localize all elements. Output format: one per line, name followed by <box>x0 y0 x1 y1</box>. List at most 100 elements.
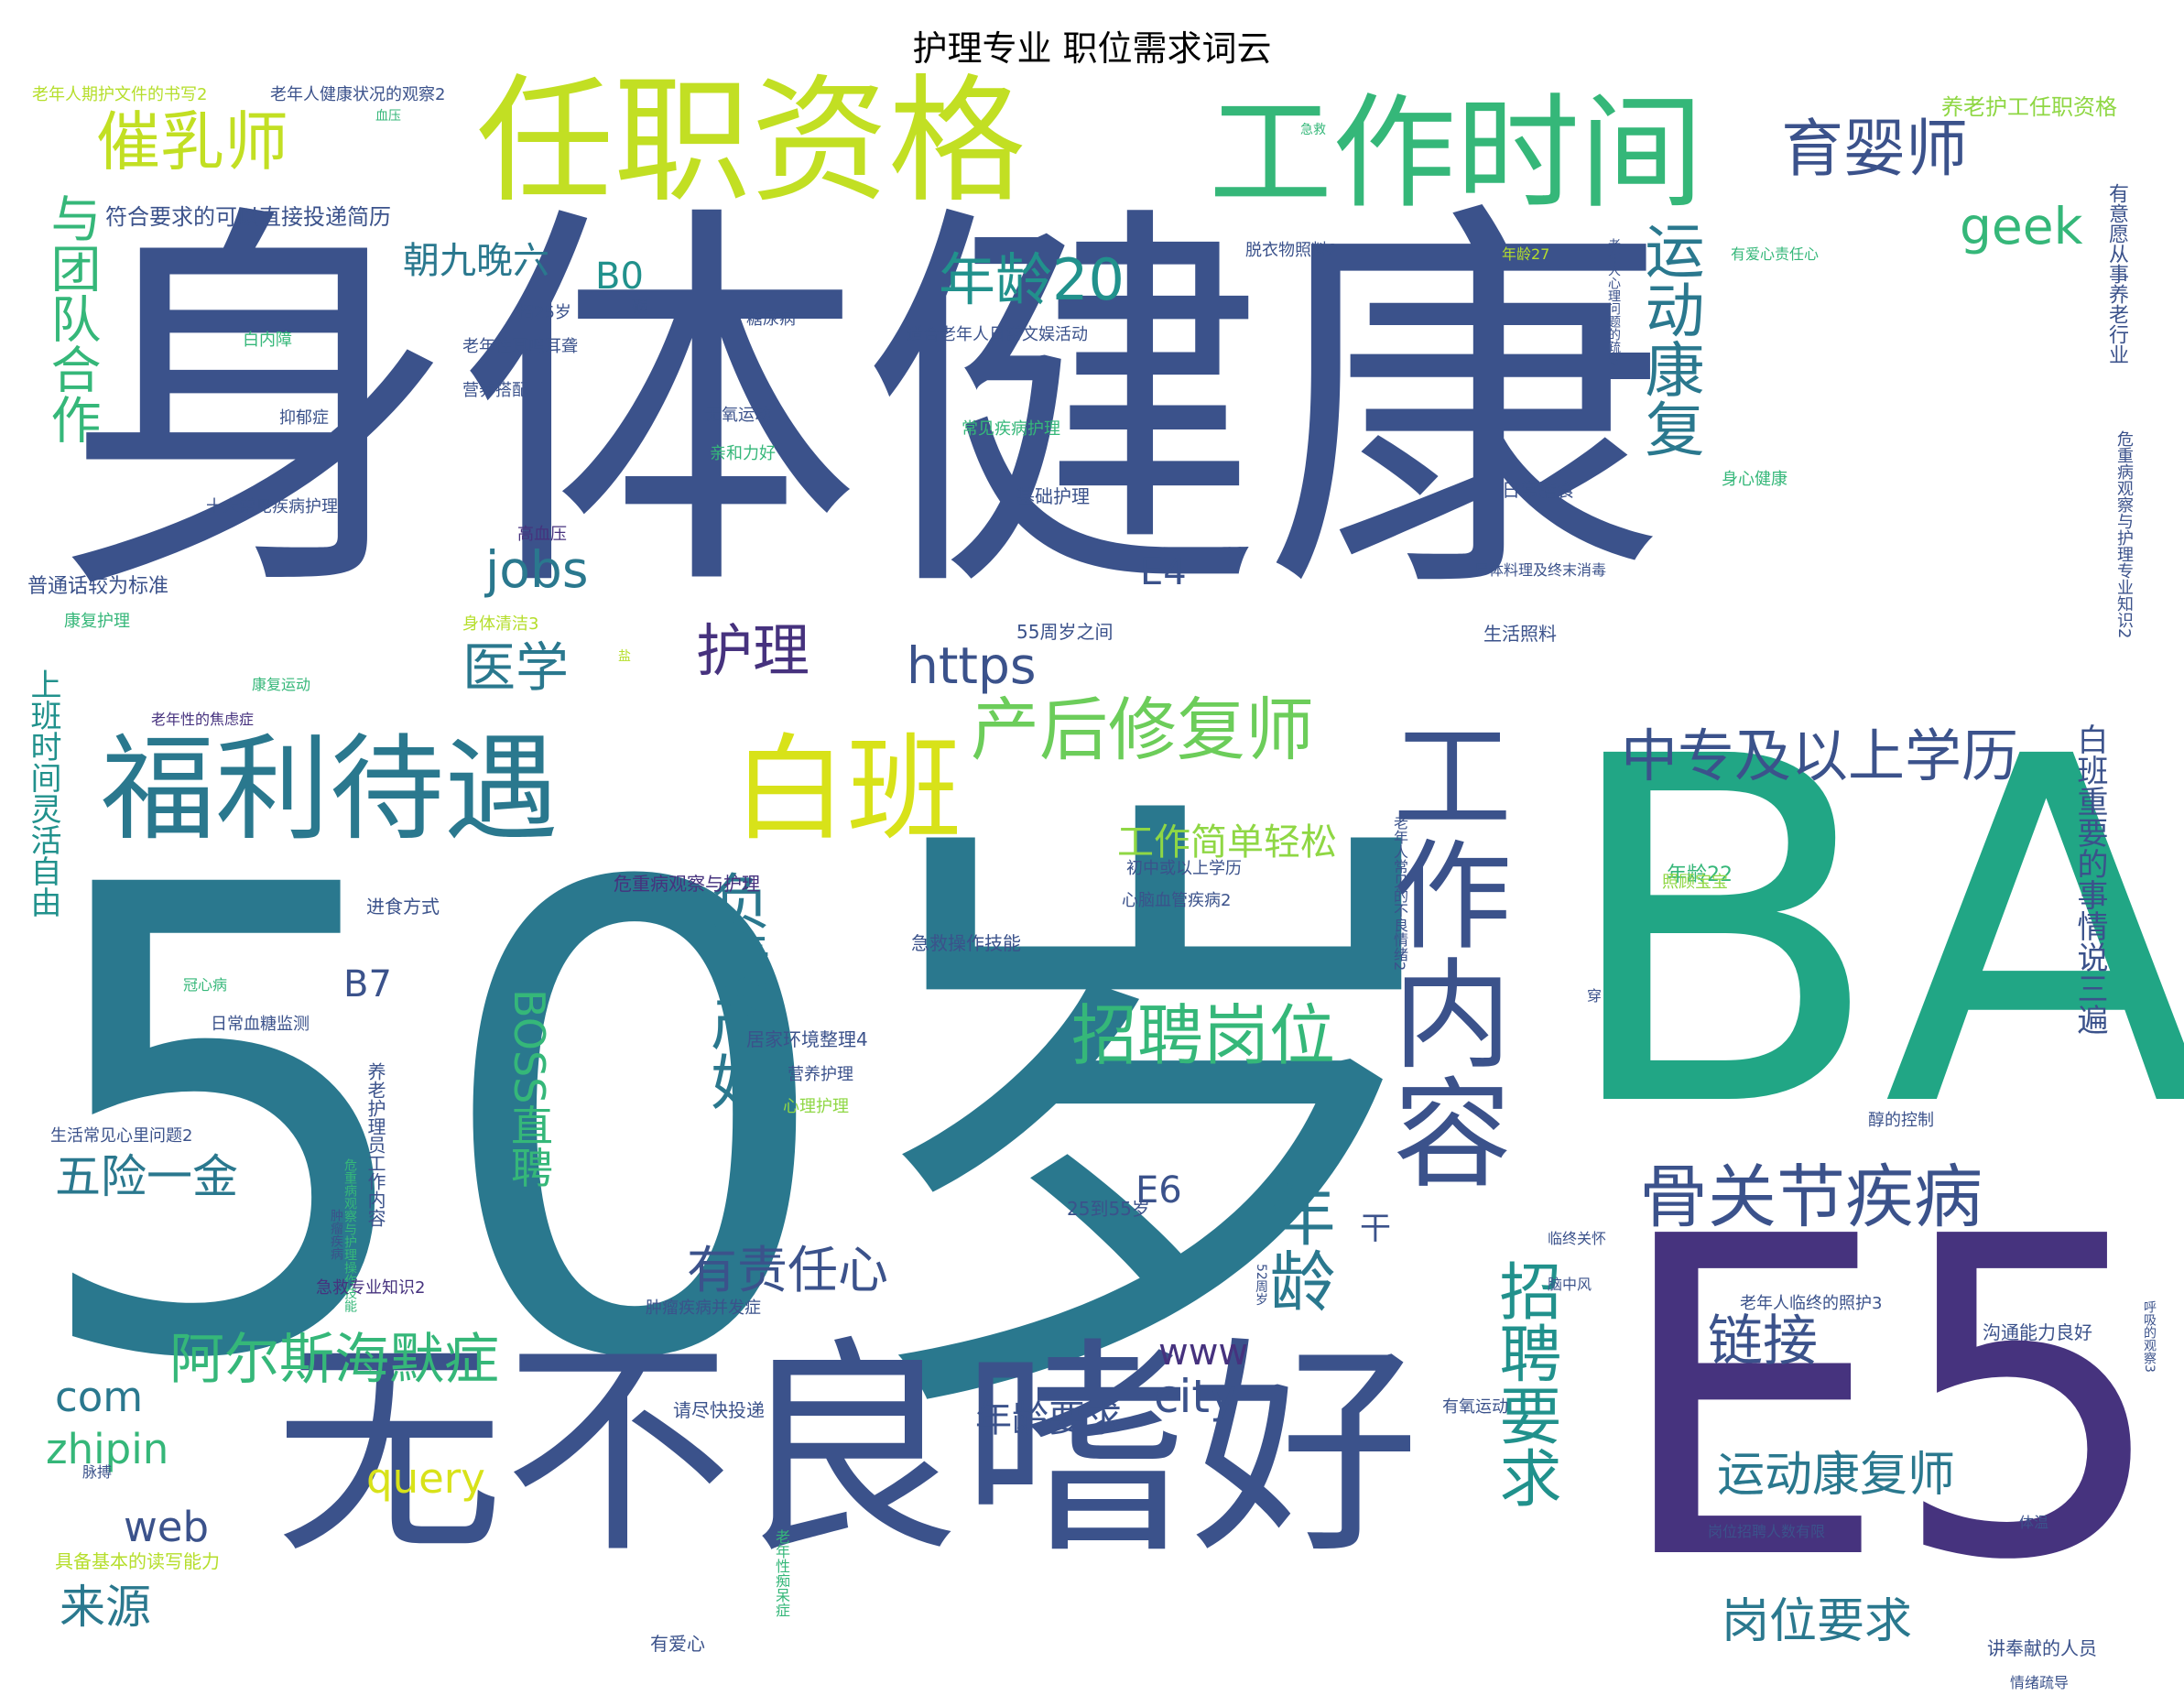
cloud-word: 呼吸的观察3 <box>2142 1300 2157 1373</box>
cloud-word: 普通话较为标准 <box>27 575 169 598</box>
cloud-word: 沟通能力良好 <box>1983 1321 2092 1343</box>
cloud-word: 阿尔斯海默症 <box>169 1328 499 1392</box>
cloud-word: 有氧运动 <box>1442 1397 1508 1417</box>
cloud-word: E5 <box>1612 1145 2169 1657</box>
cloud-word: 照顾宝宝 <box>1662 873 1728 892</box>
cloud-word: 符合要求的可以直接投递简历 <box>105 204 391 230</box>
cloud-word: 55周岁之间 <box>1016 621 1114 643</box>
cloud-word: 52周岁 <box>1254 1264 1268 1306</box>
cloud-word: 白内障 <box>243 331 292 350</box>
cloud-word: 日常血糖监测 <box>211 1015 310 1034</box>
cloud-word: 老年性的焦虑症 <box>151 711 255 728</box>
cloud-word: 体温 <box>2019 1514 2049 1531</box>
cloud-word: 居家环境整理4 <box>746 1028 868 1050</box>
cloud-word: 朝九晚六 <box>403 240 549 282</box>
cloud-word: 年龄 <box>1258 1181 1335 1313</box>
cloud-word: 上班时间灵活自由 <box>25 668 61 918</box>
cloud-word: 岗位招聘人数有限 <box>1708 1523 1826 1540</box>
cloud-word: BA <box>1557 657 2184 1212</box>
cloud-word: com <box>55 1373 144 1421</box>
cloud-word: https <box>907 636 1037 695</box>
cloud-word: zhipin <box>46 1425 169 1473</box>
cloud-word: 抑郁症 <box>279 408 329 428</box>
cloud-word: 亲和力好 <box>710 444 776 463</box>
cloud-word: 养老护工任职资格 <box>1941 94 2117 120</box>
cloud-word: 运动康复师 <box>1717 1448 1956 1503</box>
cloud-word: 五险一金 <box>55 1150 238 1203</box>
cloud-word: 工作简单轻松 <box>1117 821 1337 864</box>
cloud-word: 营养搭配 <box>462 381 528 400</box>
cloud-word: 冠心病 <box>183 976 228 994</box>
cloud-word: 年龄27 <box>1502 245 1550 263</box>
cloud-word: 肿瘤疾病并发症 <box>646 1299 761 1318</box>
cloud-word: 脑中风 <box>1548 1276 1592 1293</box>
cloud-word: 老年人期护文件的书写2 <box>32 85 208 104</box>
cloud-word: 年龄22 <box>1667 864 1733 886</box>
cloud-word: 身体健康 <box>55 173 1667 642</box>
cloud-word: 身心健康 <box>1722 470 1787 489</box>
cloud-word: 白班 <box>733 723 962 856</box>
cloud-word: 来源 <box>60 1581 151 1634</box>
cloud-word: 危重病观察与护理操作技能 <box>342 1158 357 1312</box>
cloud-word: 肿瘤疾病 <box>329 1209 343 1260</box>
cloud-word: 招25岁 <box>517 303 571 322</box>
cloud-word: 骨关节疾病 <box>1639 1157 1983 1237</box>
cloud-word: BOSS直聘 <box>505 989 554 1189</box>
cloud-word: 有责任心 <box>687 1241 889 1299</box>
cloud-word: 岗位要求 <box>1722 1594 1913 1649</box>
cloud-word: 危重病观察与护理 <box>614 873 760 895</box>
cloud-word: 50岁 <box>23 753 1480 1499</box>
cloud-word: geek <box>1960 197 2083 255</box>
cloud-word: 情绪疏导 <box>2010 1674 2070 1691</box>
cloud-word: 急救专业知识2 <box>316 1278 426 1298</box>
cloud-word: web <box>124 1503 210 1551</box>
cloud-word: 血压 <box>375 109 401 124</box>
cloud-word: 老年性耳鸣耳聋 <box>462 337 578 356</box>
cloud-word: 生活常见心里问题2 <box>50 1126 193 1146</box>
cloud-word: 福利待遇 <box>101 723 559 856</box>
cloud-word: 中专及以上学历 <box>1621 723 2019 789</box>
cloud-word: 日常膳食 <box>1502 479 1575 501</box>
cloud-word: E4 <box>1140 551 1187 593</box>
cloud-word: 老年人心理问题的疏导 <box>1606 238 1621 366</box>
cloud-word: 无氧运动 <box>705 406 771 425</box>
cloud-word: 老年人健康状况的观察2 <box>270 85 446 104</box>
cloud-word: 25到55岁 <box>1067 1198 1150 1220</box>
cloud-word: 心理护理 <box>783 1097 849 1116</box>
cloud-word: 医学 <box>462 636 570 699</box>
cloud-word: 年龄要求 <box>975 1398 1122 1440</box>
cloud-word: 尸体料理及终末消毒 <box>1474 561 1607 579</box>
cloud-word: 无不良嗜好 <box>275 1318 1419 1584</box>
cloud-word: 工作时间 <box>1209 81 1703 225</box>
cloud-word: city <box>1154 1370 1237 1423</box>
cloud-word: jobs <box>485 540 589 599</box>
cloud-word: 身体清洁3 <box>462 614 539 634</box>
cloud-word: B7 <box>343 963 392 1005</box>
cloud-word: 十大常见疾病护理 <box>206 497 338 516</box>
cloud-word: 心脑血管疾病2 <box>1122 891 1232 910</box>
cloud-word: B0 <box>595 255 644 298</box>
cloud-word: 讲奉献的人员 <box>1987 1637 2097 1659</box>
cloud-word: 康复运动 <box>252 676 311 693</box>
cloud-word: 链接 <box>1708 1309 1818 1374</box>
cloud-word: 穿 <box>1587 987 1603 1005</box>
cloud-word: 招聘要求 <box>1488 1259 1560 1508</box>
cloud-word: 老年人常见的不良情绪2 <box>1391 815 1408 972</box>
cloud-word: 负责产妇 <box>701 870 771 1112</box>
cloud-word: 醇的控制 <box>1868 1111 1934 1130</box>
cloud-word: 招聘岗位 <box>1071 997 1336 1074</box>
cloud-word: 有意愿从事养老行业 <box>2105 183 2128 364</box>
cloud-word: 基础护理 <box>1016 485 1090 507</box>
cloud-word: 具备基本的读写能力 <box>55 1550 220 1572</box>
cloud-word: 育婴师 <box>1781 114 1969 186</box>
cloud-word: 生活照料 <box>1483 623 1557 645</box>
cloud-word: 任职资格 <box>476 62 1027 222</box>
wordcloud-title: 护理专业 职位需求词云 <box>912 28 1272 69</box>
cloud-word: 急救操作技能 <box>911 932 1021 954</box>
cloud-word: 养老护理员工作内容 <box>364 1062 386 1227</box>
cloud-word: 临终关怀 <box>1548 1230 1607 1247</box>
cloud-word: 急救 <box>1300 123 1326 137</box>
cloud-word: 运动康复 <box>1635 220 1703 458</box>
cloud-word: E6 <box>1135 1169 1182 1212</box>
